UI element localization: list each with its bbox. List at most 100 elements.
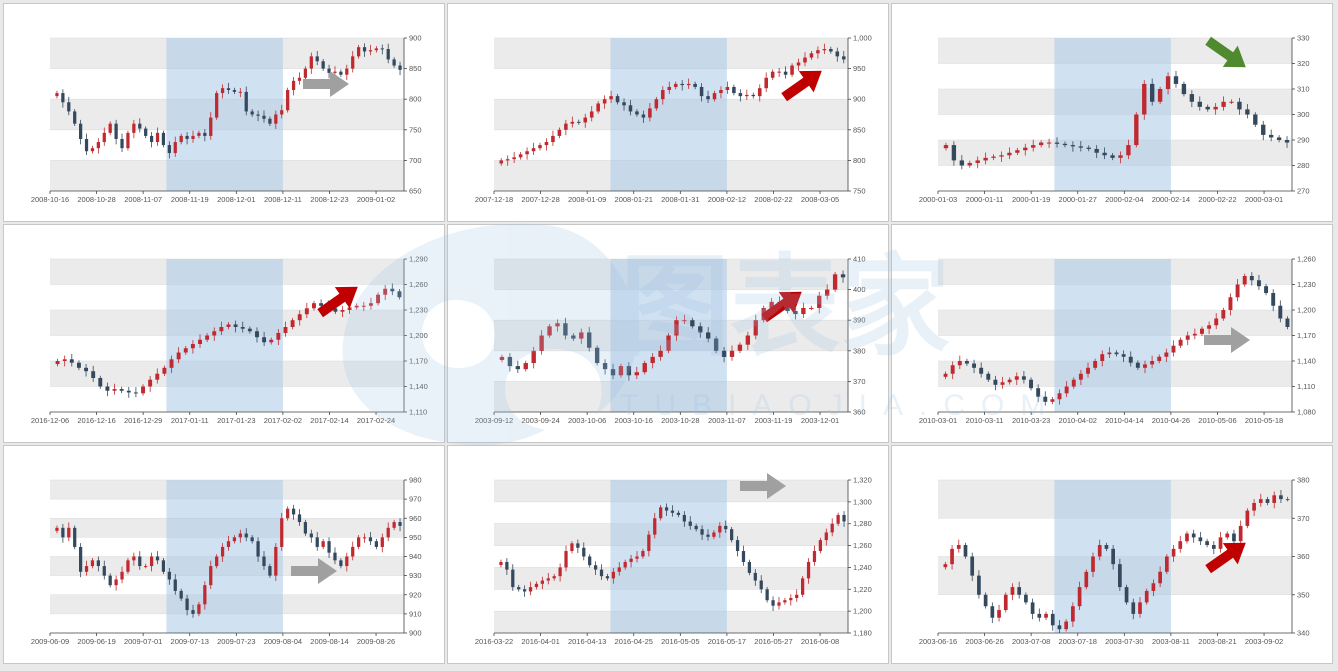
candle [90,145,95,154]
candle [654,96,659,111]
candle [719,86,723,99]
candle [380,533,384,553]
y-tick-label: 750 [853,187,866,196]
candle [1178,337,1183,348]
candle [525,147,529,160]
candle [1057,619,1062,633]
candle [173,574,177,595]
candle [291,77,296,96]
candle [76,360,81,371]
candle [269,337,274,345]
candle [629,554,633,568]
candle [664,503,669,516]
chart-panel-4: 1,110 1,140 1,170 1,200 1,230 1,260 1,290 2016-… [3,224,445,443]
candle [256,110,260,122]
candle [286,506,290,521]
x-tick-label: 2010-04-26 [1152,416,1190,425]
candle [771,596,775,612]
y-tick-label: 970 [409,495,422,504]
chart-panel-7: 900 910 920 930 940 950 960 970 980 2009-06-09 200… [3,445,445,664]
candle [753,569,757,586]
candle [1165,72,1171,95]
candle [1198,532,1203,546]
y-tick-label: 900 [409,629,422,638]
candle [368,44,373,56]
y-tick-label: 320 [1297,59,1310,68]
candle [1261,120,1266,141]
candle [641,110,646,123]
candle [183,345,188,355]
candle [552,573,556,581]
candle [682,511,686,527]
y-tick-label: 1,260 [853,541,872,550]
candle [841,51,846,64]
candle [587,327,592,352]
candle [618,363,624,378]
candle [983,152,988,165]
x-tick-label: 2016-12-06 [31,416,69,425]
candle [824,528,828,546]
candle [712,530,716,540]
candle [209,112,213,140]
candle [1151,579,1156,597]
candle [1102,147,1107,160]
candle [102,560,106,580]
x-tick-label: 2008-10-28 [77,195,115,204]
candle [1017,581,1022,599]
candle [777,597,781,610]
candle [1007,377,1012,385]
chart-panel-3: 270 280 290 300 310 320 330 2000-01-03 2000-01-1… [891,3,1333,222]
candle [1077,581,1082,611]
x-tick-label: 2003-07-30 [1105,637,1143,646]
candle [653,512,657,539]
x-tick-label: 2003-09-24 [521,416,559,425]
candle [133,387,138,398]
candle [1029,377,1033,391]
candle [1265,496,1270,506]
candle [155,368,160,384]
x-tick-label: 2016-04-01 [521,637,559,646]
x-tick-label: 2009-07-13 [171,637,209,646]
chart-panel-8: 1,180 1,200 1,220 1,240 1,260 1,280 1,300 1,320… [447,445,889,664]
candle [362,533,367,543]
x-tick-label: 2007-12-18 [475,195,513,204]
candle [155,127,160,146]
chart-panel-5: 360 370 380 390 400 410 2003-09-12 2003-09-24 20… [447,224,889,443]
candle [676,510,681,518]
x-tick-label: 2009-06-19 [77,637,115,646]
candle [290,317,295,330]
y-tick-label: 370 [853,377,866,386]
y-tick-label: 900 [409,34,422,43]
candle [191,130,195,143]
candle [602,95,607,109]
x-tick-label: 2000-02-14 [1152,195,1190,204]
y-tick-label: 350 [1297,590,1310,599]
candle [1164,348,1169,363]
y-tick-label: 960 [409,514,422,523]
x-tick-label: 2003-09-02 [1245,637,1283,646]
candle [1114,350,1119,357]
candle [983,592,988,609]
candle [507,353,513,372]
candle [690,317,695,329]
candle [283,321,288,337]
candle [1030,598,1035,620]
candle [1205,538,1209,548]
candle [309,529,313,543]
candle [648,103,652,122]
candle [78,119,83,145]
candle [1279,489,1283,503]
x-tick-label: 2010-03-01 [919,416,957,425]
candle [173,136,177,157]
candle [547,324,552,338]
candle [1284,136,1290,148]
candle [1003,592,1008,613]
candle [830,518,834,537]
candle [809,51,814,60]
candle [812,545,817,566]
candle [1271,289,1276,312]
candle [167,141,171,159]
candle [729,345,735,361]
x-tick-label: 2010-04-14 [1105,416,1143,425]
candle [582,542,586,561]
